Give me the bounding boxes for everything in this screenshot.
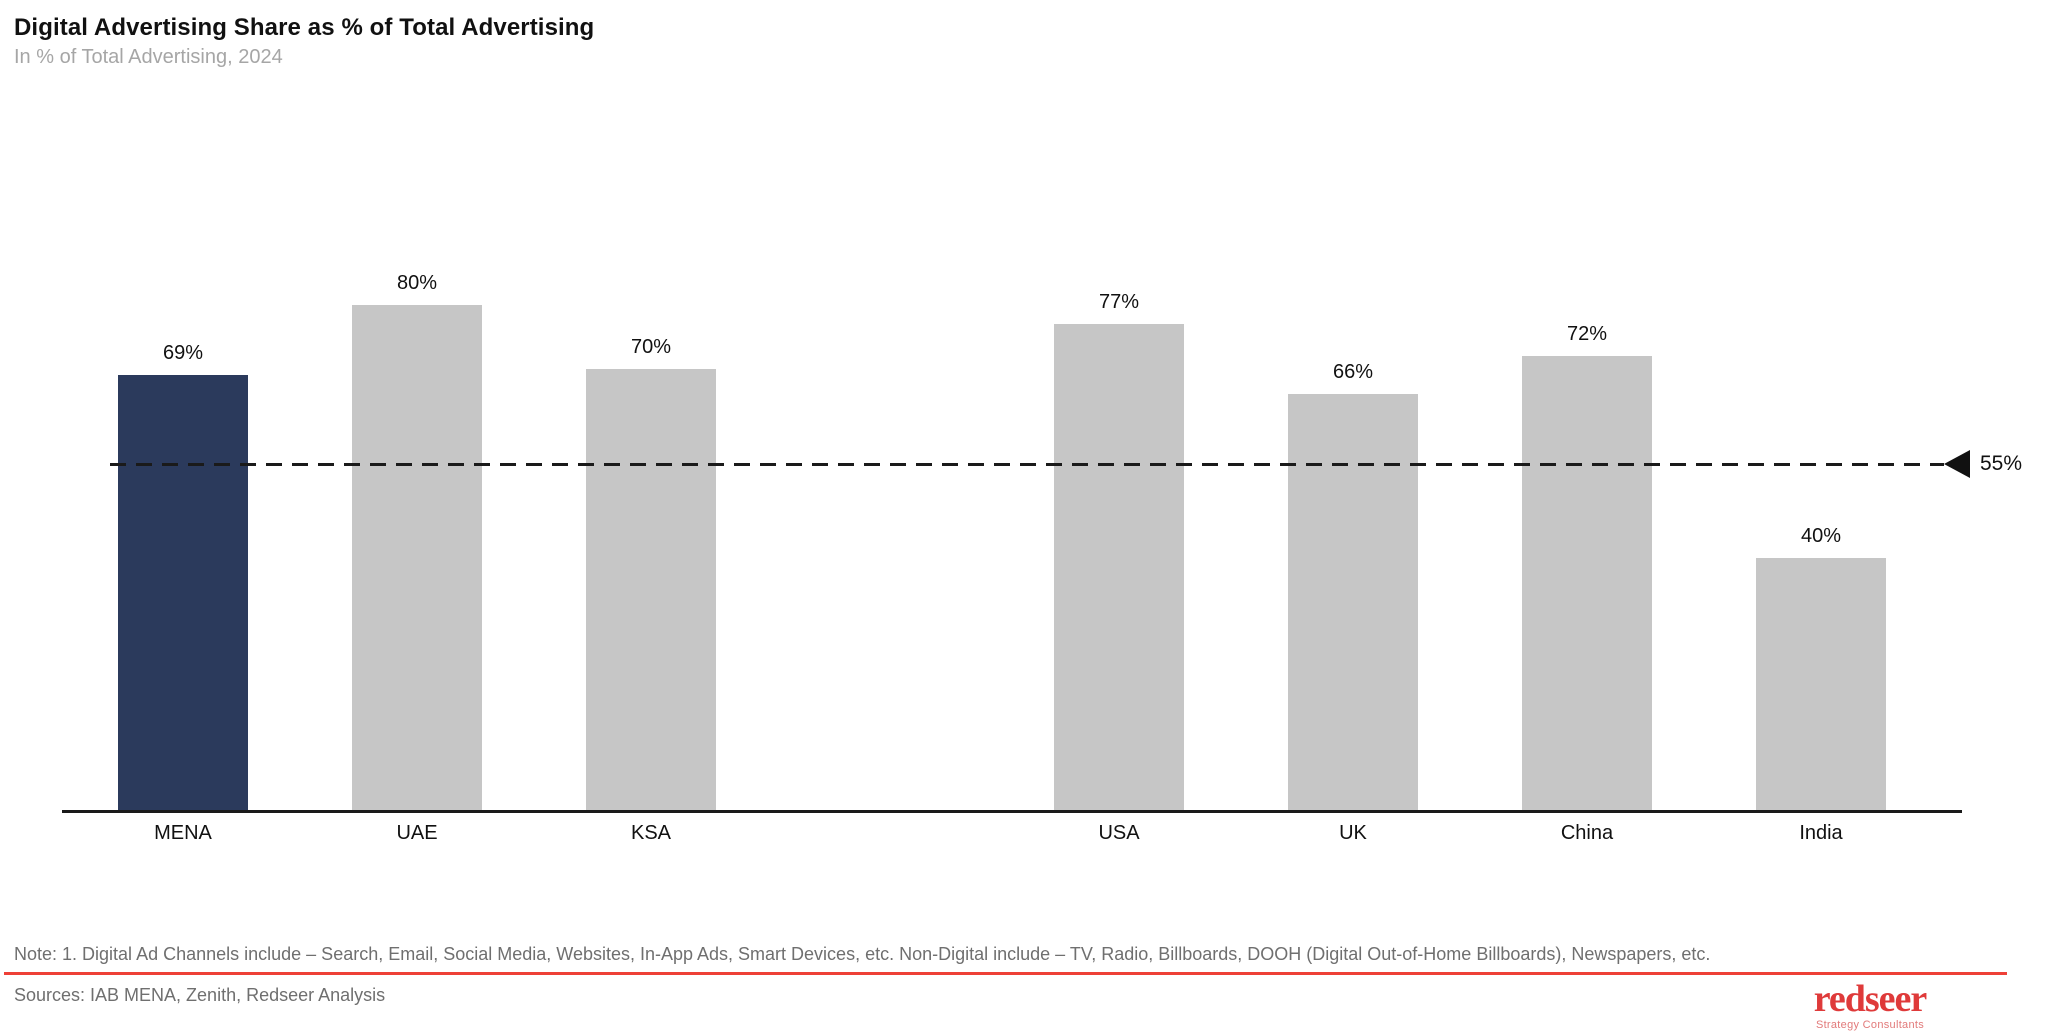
bar-group-india: 40% [1756, 524, 1886, 811]
bar-value-label: 69% [162, 342, 204, 364]
bar-value-label: 80% [396, 272, 438, 294]
bar-value-label: 77% [1098, 291, 1140, 313]
x-axis-label-india: India [1799, 822, 1843, 844]
bar-usa [1054, 324, 1184, 811]
reference-line-55pct [110, 463, 1944, 466]
x-axis-label-china: China [1560, 822, 1614, 844]
redseer-logo: redseer Strategy Consultants [1790, 980, 1950, 1031]
bar-value-label: 66% [1332, 361, 1374, 383]
page-title: Digital Advertising Share as % of Total … [14, 14, 595, 41]
logo-tagline: Strategy Consultants [1815, 1019, 1925, 1031]
bar-china [1522, 356, 1652, 811]
logo-wordmark: redseer [1813, 978, 1928, 1020]
x-axis-label-usa: USA [1098, 822, 1140, 844]
x-axis-label-uk: UK [1339, 822, 1367, 844]
bar-value-label: 40% [1800, 525, 1842, 547]
x-axis-label-mena: MENA [154, 822, 212, 844]
bar-group-mena: 69% [118, 341, 248, 811]
bar-group-usa: 77% [1054, 290, 1184, 811]
bar-group-uk: 66% [1288, 360, 1418, 811]
left-arrow-icon [1944, 450, 1970, 478]
reference-line-label: 55% [1980, 452, 2023, 475]
page-subtitle: In % of Total Advertising, 2024 [14, 46, 283, 68]
bar-value-label: 70% [630, 336, 672, 358]
bar-uk [1288, 394, 1418, 811]
divider-rule [4, 972, 2007, 975]
x-axis-label-uae: UAE [396, 822, 438, 844]
x-axis-label-ksa: KSA [630, 822, 672, 844]
bar-group-china: 72% [1522, 322, 1652, 811]
bar-group-uae: 80% [352, 271, 482, 811]
plot-area: 69% 80% 70% 77% 66% 72% 40% 55% [110, 271, 2023, 811]
bar-uae [352, 305, 482, 811]
sources-text: Sources: IAB MENA, Zenith, Redseer Analy… [14, 985, 386, 1005]
bar-value-label: 72% [1566, 323, 1608, 345]
footnote: Note: 1. Digital Ad Channels include – S… [14, 944, 1711, 964]
bar-ksa [586, 369, 716, 811]
bar-group-ksa: 70% [586, 335, 716, 811]
bar-mena [118, 375, 248, 811]
x-axis-line [62, 810, 1962, 813]
bar-india [1756, 558, 1886, 811]
